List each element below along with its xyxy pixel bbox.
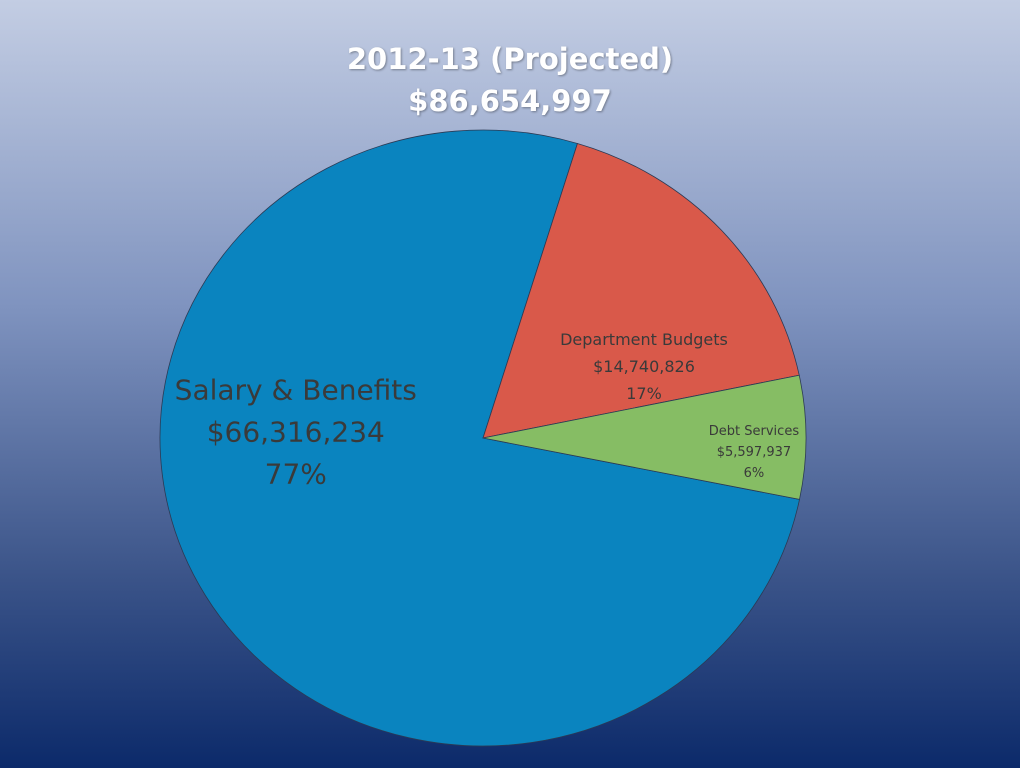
pie-slice-department-budgets bbox=[482, 142, 800, 439]
slice-label-department-budgets-name: Department Budgets bbox=[560, 330, 728, 349]
slice-label-debt-services-name: Debt Services bbox=[709, 424, 800, 439]
slice-label-debt-services-percent: 6% bbox=[744, 466, 765, 481]
slice-label-department-budgets-value: $14,740,826 bbox=[593, 357, 695, 376]
slice-label-department-budgets-percent: 17% bbox=[626, 384, 662, 403]
pie-slice-salary-benefits bbox=[159, 129, 800, 747]
slice-label-salary-benefits-name: Salary & Benefits bbox=[175, 374, 417, 407]
chart-title: 2012-13 (Projected) bbox=[346, 42, 674, 76]
slice-label-debt-services-value: $5,597,937 bbox=[717, 445, 791, 460]
slice-label-salary-benefits-value: $66,316,234 bbox=[207, 416, 385, 449]
chart-total: $86,654,997 bbox=[408, 84, 612, 118]
pie-slice-debt-services bbox=[482, 374, 807, 500]
chart-title-block: 2012-13 (Projected) $86,654,997 bbox=[0, 38, 1020, 122]
slice-label-salary-benefits-percent: 77% bbox=[265, 458, 327, 491]
